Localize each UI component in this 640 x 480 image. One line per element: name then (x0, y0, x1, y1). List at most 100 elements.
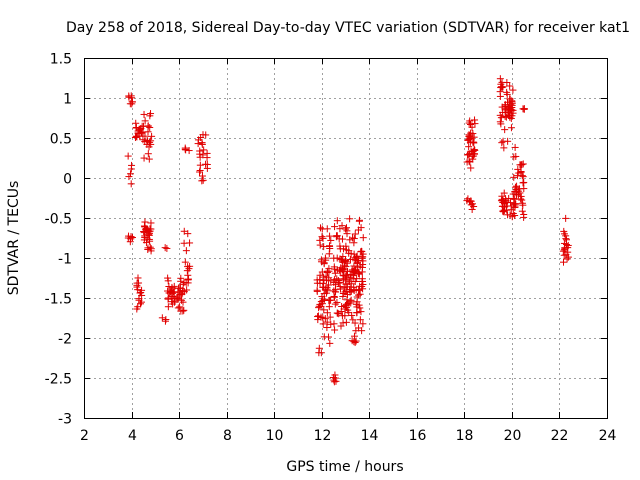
data-point (331, 223, 339, 231)
data-point (351, 230, 359, 238)
data-point (519, 201, 527, 209)
data-point (141, 218, 149, 226)
data-point (342, 262, 350, 270)
data-point (164, 294, 172, 302)
x-tick-label: 20 (504, 428, 522, 444)
data-point (467, 147, 475, 155)
data-point (323, 309, 331, 317)
data-point (359, 320, 367, 328)
data-point (147, 137, 155, 145)
data-point (500, 189, 508, 197)
data-point (199, 131, 207, 139)
data-point (334, 277, 342, 285)
data-point (185, 147, 193, 155)
data-point (509, 209, 517, 217)
data-point (346, 236, 354, 244)
x-tick-label: 6 (175, 428, 184, 444)
data-point (518, 207, 526, 215)
data-point (326, 339, 334, 347)
data-point (141, 232, 149, 240)
data-point (176, 290, 184, 298)
data-point (465, 143, 473, 151)
data-point (176, 303, 184, 311)
data-point (180, 306, 188, 314)
data-point (136, 126, 144, 134)
data-point (126, 238, 134, 246)
data-point (199, 151, 207, 159)
data-point (138, 291, 146, 299)
data-point (203, 164, 211, 172)
data-point (351, 278, 359, 286)
data-point (326, 313, 334, 321)
data-point (518, 172, 526, 180)
data-point (350, 332, 358, 340)
data-point (198, 177, 206, 185)
data-point (342, 225, 350, 233)
data-point (350, 338, 358, 346)
data-point (350, 235, 358, 243)
data-point (126, 170, 134, 178)
data-point (520, 178, 528, 186)
data-point (133, 279, 141, 287)
data-point (325, 274, 333, 282)
data-point (182, 247, 190, 255)
data-point (339, 293, 347, 301)
data-point (129, 234, 137, 242)
data-point (355, 270, 363, 278)
data-point (559, 258, 567, 266)
data-point (333, 298, 341, 306)
data-point (315, 344, 323, 352)
data-point (501, 109, 509, 117)
data-point (347, 297, 355, 305)
data-point (507, 124, 515, 132)
data-point (359, 234, 367, 242)
x-axis-label: GPS time / hours (286, 459, 403, 475)
data-point (339, 319, 347, 327)
data-point (167, 288, 175, 296)
y-tick-label: 1 (63, 92, 72, 108)
data-point (346, 270, 354, 278)
plot-frame (84, 58, 608, 419)
data-point (320, 243, 328, 251)
data-point (351, 339, 359, 347)
data-point (180, 288, 188, 296)
data-point (333, 217, 341, 225)
data-point (496, 92, 504, 100)
data-point (317, 224, 325, 232)
data-point (336, 283, 344, 291)
data-point (181, 258, 189, 266)
data-point (319, 296, 327, 304)
data-point (354, 291, 362, 299)
data-point (180, 239, 188, 247)
data-point (196, 168, 204, 176)
data-point (144, 226, 152, 234)
data-point (509, 86, 517, 94)
data-point (162, 316, 170, 324)
data-point (332, 281, 340, 289)
data-point (203, 149, 211, 157)
data-point (345, 249, 353, 257)
x-tick-label: 14 (361, 428, 379, 444)
data-point (507, 199, 515, 207)
data-point (346, 288, 354, 296)
data-point (340, 267, 348, 275)
data-point (163, 244, 171, 252)
data-point (134, 303, 142, 311)
data-point (317, 298, 325, 306)
data-point (323, 225, 331, 233)
data-point (510, 153, 518, 161)
data-point (145, 155, 153, 163)
data-point (510, 195, 518, 203)
data-point (331, 374, 339, 382)
data-point (499, 137, 507, 145)
data-point (517, 167, 525, 175)
data-point (314, 316, 322, 324)
data-point (352, 265, 360, 273)
data-point (184, 230, 192, 238)
data-point (499, 83, 507, 91)
data-point (326, 232, 334, 240)
data-point (325, 250, 333, 258)
data-point (500, 144, 508, 152)
data-point (164, 274, 172, 282)
data-point (202, 160, 210, 168)
